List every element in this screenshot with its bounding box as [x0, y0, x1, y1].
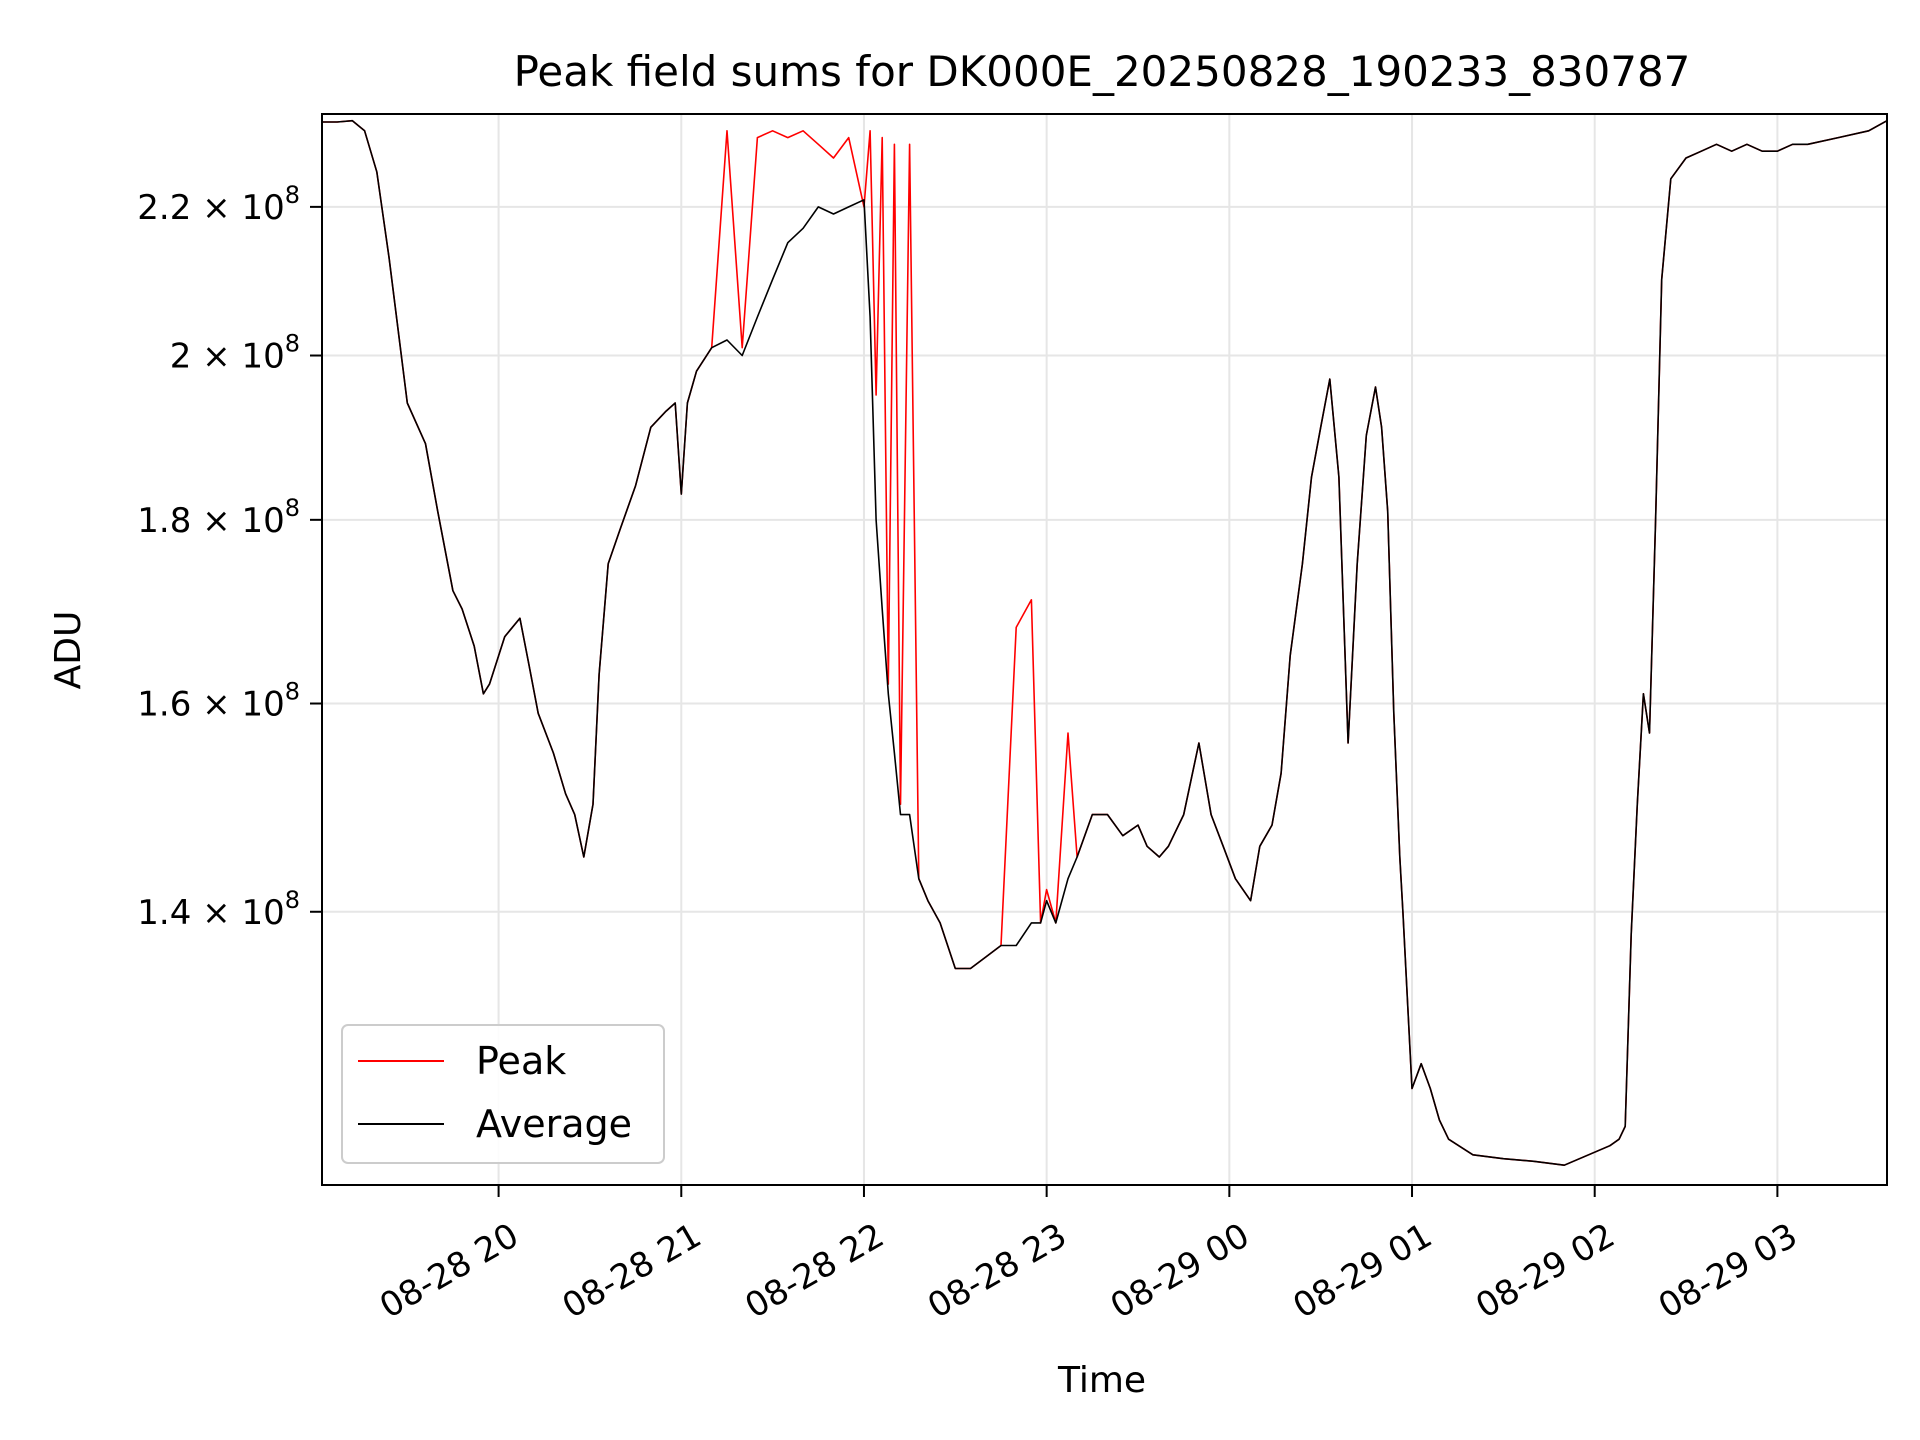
legend: Peak Average	[341, 1024, 665, 1164]
y-axis-label: ADU	[48, 611, 89, 690]
legend-box	[341, 1024, 665, 1164]
series-average	[322, 119, 1888, 1166]
plot-frame	[321, 113, 1888, 1186]
x-tick-label: 08-29 01	[1287, 1216, 1439, 1327]
legend-peak-label: Peak	[476, 1039, 566, 1083]
x-tick-label: 08-29 00	[1104, 1216, 1256, 1327]
x-axis: 08-28 20 08-28 21 08-28 22 08-28 23 08-29 00…	[373, 1185, 1804, 1327]
y-tick-label: 2 × 108	[170, 330, 300, 377]
y-axis: 1.4 × 108 1.6 × 108 1.8 × 108 2 × 108 2.2 × …	[137, 181, 322, 933]
x-tick-label: 08-28 23	[921, 1216, 1073, 1327]
y-tick-label: 2.2 × 108	[137, 181, 300, 228]
x-tick-label: 08-29 03	[1652, 1216, 1804, 1327]
x-tick-label: 08-28 21	[556, 1216, 708, 1327]
legend-average-label: Average	[476, 1102, 632, 1146]
y-tick-label: 1.4 × 108	[137, 886, 300, 933]
series-line-average	[322, 119, 1888, 1166]
x-tick-label: 08-29 02	[1469, 1216, 1621, 1327]
x-tick-label: 08-28 22	[738, 1216, 890, 1327]
chart-title: Peak field sums for DK000E_20250828_1902…	[514, 47, 1691, 96]
y-tick-label: 1.8 × 108	[137, 494, 300, 541]
x-axis-label: Time	[1057, 1360, 1146, 1401]
x-tick-label: 08-28 20	[373, 1216, 525, 1327]
grid	[322, 114, 1887, 1185]
y-tick-label: 1.6 × 108	[137, 678, 300, 725]
